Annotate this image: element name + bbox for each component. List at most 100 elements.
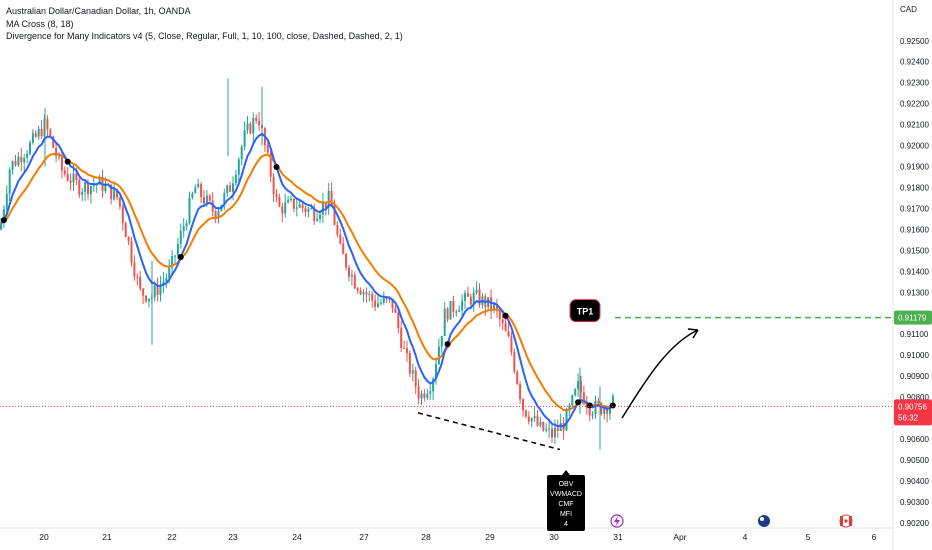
down-candle-body xyxy=(522,399,524,411)
tp-price-badge xyxy=(894,310,932,325)
up-candle-body xyxy=(113,189,116,200)
up-candle-body xyxy=(379,302,382,304)
up-candle-body xyxy=(217,210,220,219)
up-candle-body xyxy=(159,284,162,296)
ma-cross-dot xyxy=(586,402,593,409)
divergence-box-text: MFI xyxy=(560,511,572,518)
down-candle-body xyxy=(339,234,342,244)
down-candle-body xyxy=(203,197,205,204)
down-candle-body xyxy=(69,180,72,183)
down-candle-body xyxy=(527,416,530,422)
up-candle-body xyxy=(182,226,185,231)
up-candle-body xyxy=(362,292,365,295)
down-candle-body xyxy=(342,243,345,255)
down-candle-body xyxy=(394,308,397,313)
up-candle-body xyxy=(226,185,229,194)
up-candle-body xyxy=(559,422,562,431)
up-candle-body xyxy=(316,218,319,221)
down-candle-body xyxy=(406,348,408,353)
up-candle-body xyxy=(31,133,34,143)
up-candle-body xyxy=(475,289,478,293)
time-tick-label: 21 xyxy=(102,532,112,542)
down-candle-body xyxy=(313,208,316,221)
down-candle-body xyxy=(478,289,481,305)
down-candle-body xyxy=(116,189,118,198)
au-flag-circle xyxy=(758,515,770,527)
down-candle-body xyxy=(582,392,585,404)
up-candle-body xyxy=(240,146,243,160)
down-candle-body xyxy=(304,208,307,212)
up-candle-body xyxy=(411,370,414,374)
down-candle-body xyxy=(516,371,519,384)
time-tick-label: 20 xyxy=(39,532,49,542)
price-tick-label: 0.91300 xyxy=(900,288,929,297)
up-candle-body xyxy=(577,381,580,390)
up-candle-body xyxy=(533,416,536,419)
up-candle-body xyxy=(174,255,176,257)
down-candle-body xyxy=(142,288,145,296)
ma-cross-legend[interactable]: MA Cross (8, 18) xyxy=(6,19,74,29)
up-candle-body xyxy=(98,176,101,185)
australia-flag-icon xyxy=(758,515,770,527)
ma-cross-dot xyxy=(444,341,451,348)
up-candle-body xyxy=(530,418,533,422)
price-tick-label: 0.90900 xyxy=(900,372,929,381)
down-candle-body xyxy=(374,300,377,307)
down-candle-body xyxy=(417,386,420,399)
down-candle-body xyxy=(403,347,406,349)
down-candle-body xyxy=(87,182,89,195)
down-candle-body xyxy=(281,206,284,214)
down-candle-body xyxy=(110,184,113,200)
canada-flag-icon xyxy=(839,514,853,528)
up-candle-body xyxy=(295,207,298,209)
down-candle-body xyxy=(78,180,81,195)
time-axis: 20 21 22 23 24 27 28 29 30 31 Apr 4 5 6 xyxy=(39,514,877,542)
down-candle-body xyxy=(371,293,374,301)
down-candle-body xyxy=(385,298,388,300)
price-tick-label: 0.91100 xyxy=(900,330,929,339)
down-candle-body xyxy=(139,276,142,289)
price-tick-label: 0.90400 xyxy=(900,477,929,486)
up-candle-body xyxy=(223,193,226,205)
annotations: TP1 OBV VWMACD CMF MFI 4 xyxy=(0,299,893,531)
up-candle-body xyxy=(234,174,237,184)
down-candle-body xyxy=(600,403,603,414)
down-candle-body xyxy=(145,295,147,302)
up-candle-body xyxy=(539,421,542,426)
price-tick-label: 0.91600 xyxy=(900,225,929,234)
down-candle-body xyxy=(510,336,513,353)
down-candle-body xyxy=(348,267,350,277)
up-candle-body xyxy=(162,281,165,285)
ma-cross-dot xyxy=(575,399,582,406)
down-candle-body xyxy=(14,161,17,166)
down-candle-body xyxy=(519,383,522,400)
down-candle-body xyxy=(75,173,78,181)
divergence-legend[interactable]: Divergence for Many Indicators v4 (5, Cl… xyxy=(6,31,403,41)
down-candle-body xyxy=(255,117,258,121)
up-candle-body xyxy=(246,123,249,131)
divergence-line xyxy=(417,412,561,451)
up-candle-body xyxy=(464,293,466,301)
time-tick-label: Apr xyxy=(673,532,686,542)
down-candle-body xyxy=(504,323,507,332)
price-tick-label: 0.91700 xyxy=(900,204,929,213)
down-candle-body xyxy=(52,136,55,148)
down-candle-body xyxy=(266,145,269,153)
down-candle-body xyxy=(278,197,281,207)
time-tick-label: 23 xyxy=(228,532,238,542)
ma-cross-dots xyxy=(0,158,616,409)
price-tick-label: 0.92100 xyxy=(900,121,929,130)
divergence-box xyxy=(547,475,585,531)
down-candle-body xyxy=(400,328,403,348)
symbol-title: Australian Dollar/Canadian Dollar, 1h, O… xyxy=(6,6,191,16)
up-candle-body xyxy=(290,198,292,200)
price-tick-label: 0.91000 xyxy=(900,351,929,360)
down-candle-body xyxy=(258,120,261,126)
ma-cross-dot xyxy=(64,158,71,165)
up-candle-body xyxy=(429,391,432,394)
down-candle-body xyxy=(127,237,130,242)
up-candle-body xyxy=(310,208,313,210)
down-candle-body xyxy=(34,133,37,137)
